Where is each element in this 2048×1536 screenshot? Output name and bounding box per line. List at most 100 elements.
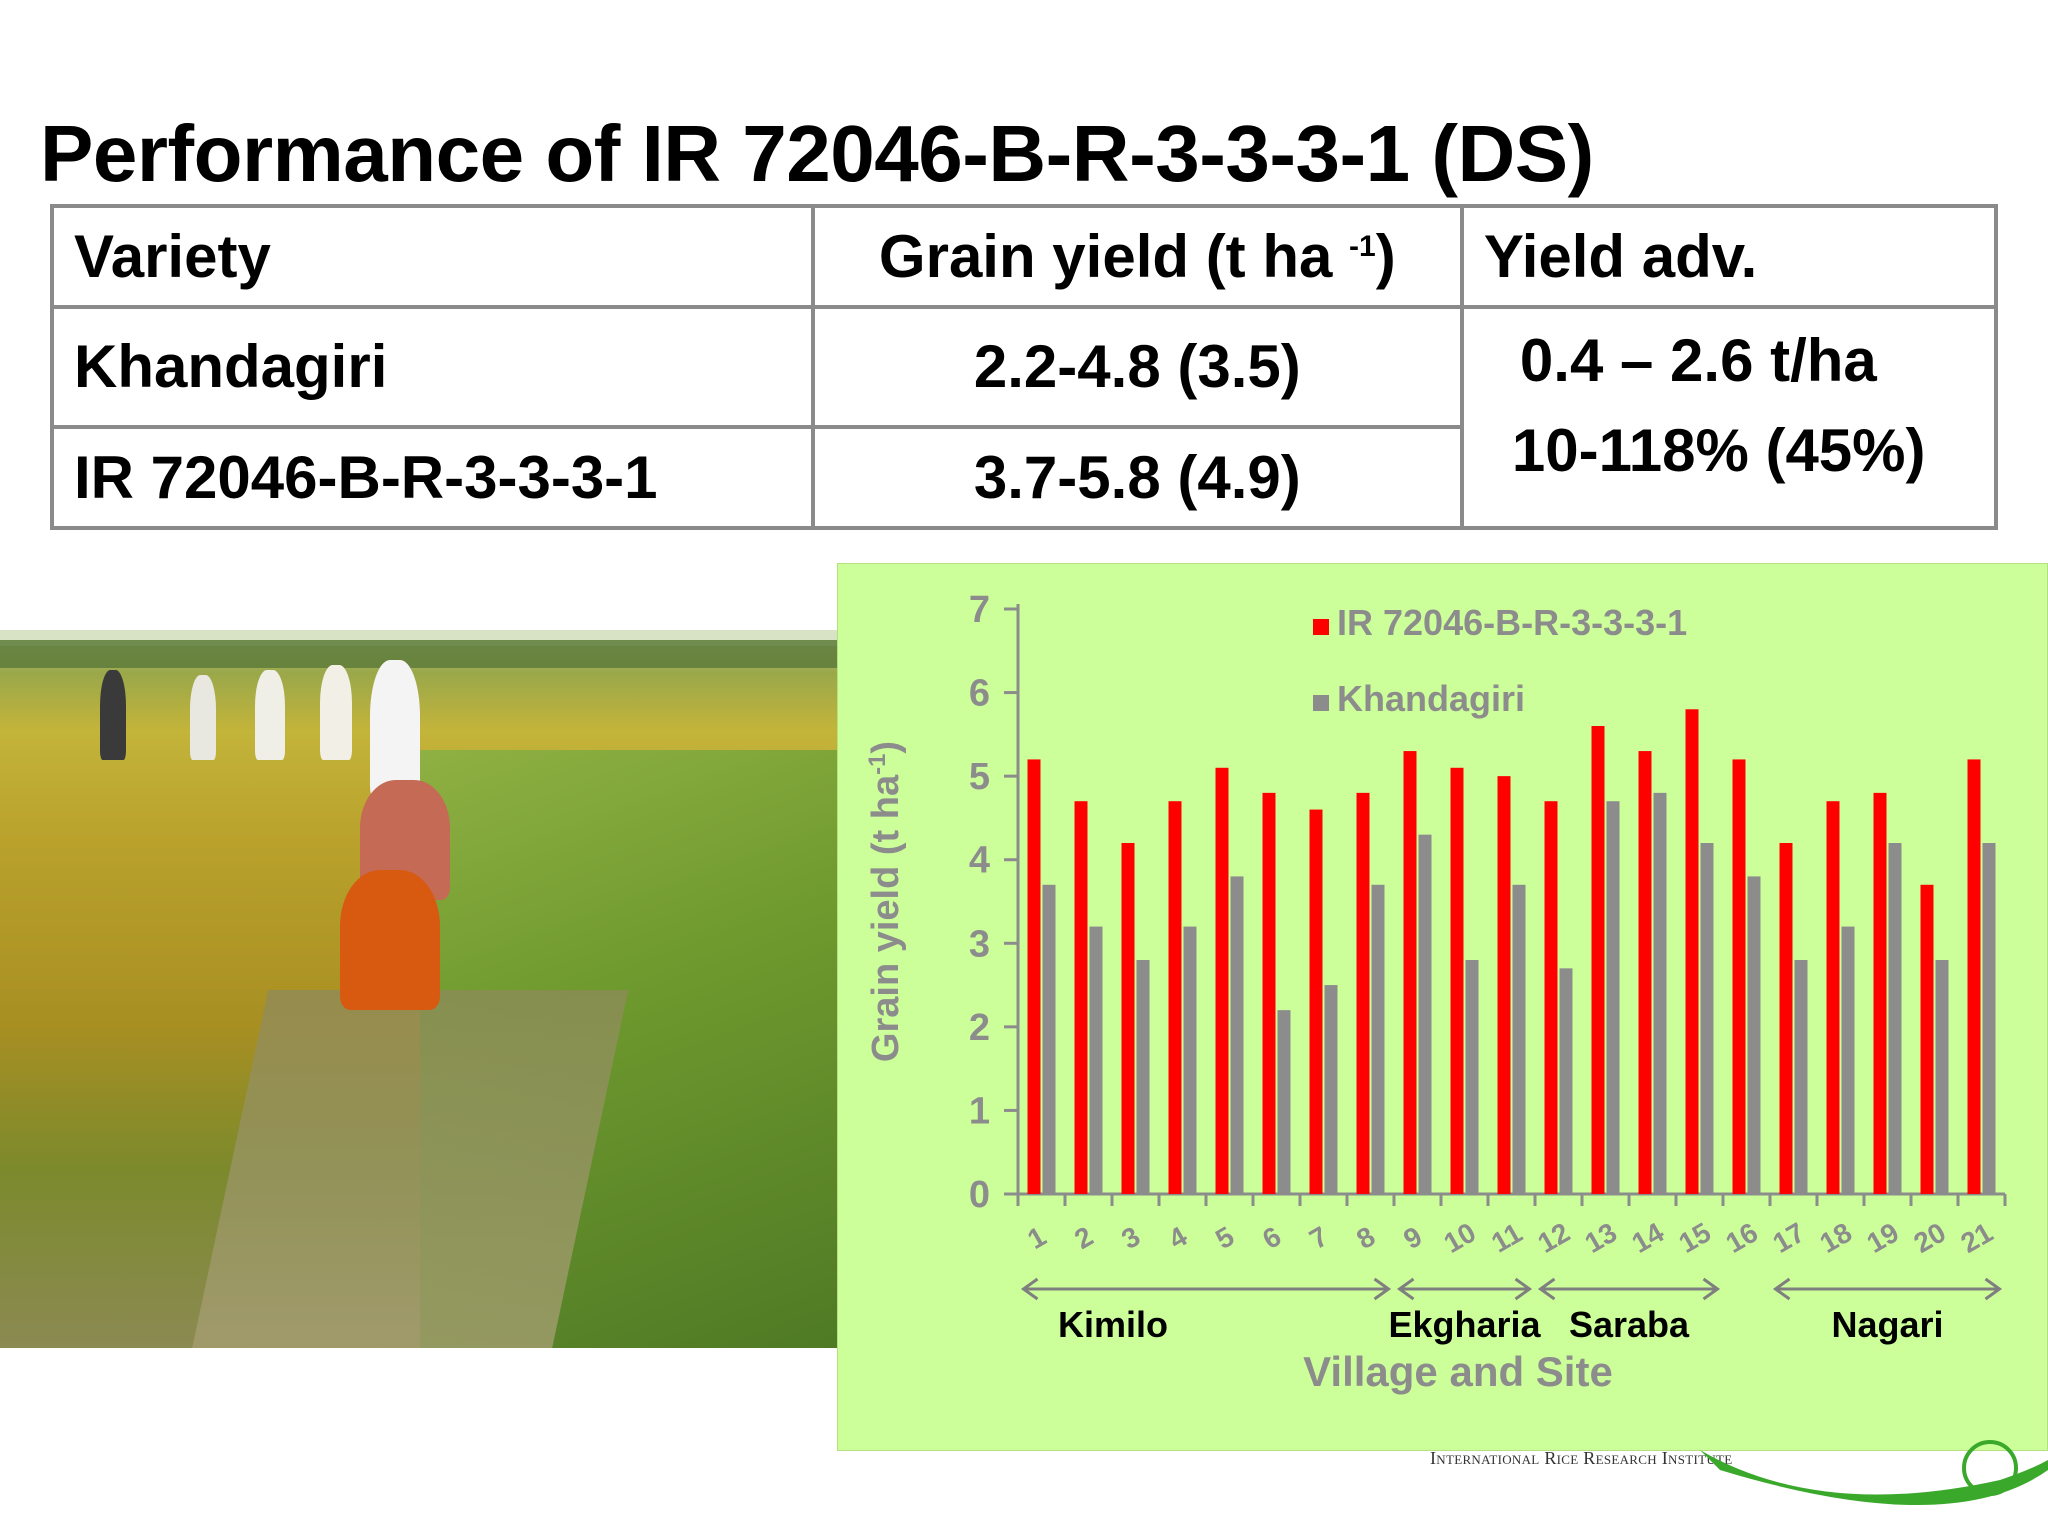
bar-ir72046	[1121, 843, 1135, 1194]
bar-khandagiri	[1324, 985, 1338, 1194]
bar-ir72046	[1168, 801, 1182, 1194]
x-tick-label: 12	[1533, 1217, 1575, 1259]
bar-khandagiri	[1371, 884, 1385, 1194]
group-arrow-right-head	[1514, 1277, 1533, 1301]
y-tick-label: 7	[969, 589, 990, 631]
header-grain-yield: Grain yield (t ha -1)	[810, 203, 1464, 310]
group-label: Kimilo	[1058, 1304, 1168, 1345]
header-grain-yield-sup: -1	[1349, 230, 1376, 264]
x-tick-label: 19	[1862, 1217, 1904, 1259]
photo-field-path	[191, 990, 629, 1348]
bar-khandagiri	[1653, 792, 1667, 1194]
x-axis-label: Village and Site	[1303, 1348, 1613, 1395]
x-tick-label: 17	[1768, 1217, 1810, 1259]
bar-ir72046	[1262, 792, 1276, 1194]
x-tick-label: 6	[1257, 1220, 1286, 1255]
y-axis-label: Grain yield (t ha-1)	[864, 741, 908, 1062]
x-tick-label: 14	[1627, 1216, 1670, 1259]
header-variety: Variety	[50, 203, 815, 310]
performance-table: Variety Grain yield (t ha -1) Yield adv.…	[50, 203, 1999, 531]
bar-khandagiri	[1935, 960, 1949, 1194]
x-tick-label: 9	[1398, 1220, 1427, 1255]
y-tick-label: 6	[969, 673, 990, 715]
bar-khandagiri	[1230, 876, 1244, 1194]
grain-yield-chart: 0 1 2 3 4 5 6 7 1 2 3 4 5 6 7 8 9 10 11 12 13 14 15 16 17 18 19 20 2…	[837, 563, 2048, 1451]
x-tick-label: 1	[1022, 1220, 1051, 1255]
x-tick-label: 20	[1909, 1217, 1951, 1259]
x-tick-label: 11	[1486, 1217, 1527, 1259]
y-axis-label-close: )	[865, 741, 907, 754]
group-label: Ekgharia	[1388, 1304, 1541, 1345]
bar-ir72046	[1732, 759, 1746, 1194]
bar-khandagiri	[1747, 876, 1761, 1194]
group-label: Nagari	[1831, 1304, 1943, 1345]
y-axis-label-text: Grain yield (t ha	[865, 774, 907, 1062]
x-tick-label: 13	[1580, 1217, 1622, 1259]
yield-adv-percent: 10-118% (45%)	[1511, 417, 1926, 485]
x-tick-label: 16	[1721, 1217, 1763, 1259]
photo-treeline	[0, 640, 837, 668]
group-arrow-left-head	[1772, 1277, 1791, 1301]
y-tick-label: 3	[969, 923, 990, 965]
legend-swatch	[1313, 619, 1329, 635]
header-grain-yield-text: Grain yield (t ha	[878, 223, 1350, 291]
x-tick-label: 15	[1674, 1217, 1716, 1259]
photo-person	[100, 670, 126, 760]
photo-person	[190, 675, 216, 760]
bar-khandagiri	[1606, 801, 1620, 1194]
group-arrow-right-head	[1702, 1277, 1721, 1301]
bar-ir72046	[1920, 884, 1934, 1194]
photo-person	[255, 670, 285, 760]
bar-khandagiri	[1136, 960, 1150, 1194]
bar-khandagiri	[1465, 960, 1479, 1194]
photo-person	[320, 665, 352, 760]
bar-ir72046	[1685, 709, 1699, 1194]
photo-person	[370, 660, 420, 800]
group-arrow-right-head	[1984, 1277, 2003, 1301]
bar-khandagiri	[1089, 926, 1103, 1194]
bar-ir72046	[1591, 726, 1605, 1194]
x-tick-label: 4	[1163, 1220, 1192, 1255]
row-variety: IR 72046-B-R-3-3-3-1	[50, 424, 815, 531]
header-yield-adv: Yield adv.	[1459, 203, 1999, 310]
y-axis-label-sup: -1	[864, 754, 891, 775]
bar-ir72046	[1215, 767, 1229, 1194]
bar-khandagiri	[1700, 843, 1714, 1194]
page-title: Performance of IR 72046-B-R-3-3-3-1 (DS)	[40, 109, 1594, 198]
group-arrow-right-head	[1373, 1277, 1392, 1301]
x-tick-label: 2	[1069, 1220, 1098, 1255]
group-arrow-left-head	[1020, 1277, 1039, 1301]
field-photo	[0, 630, 837, 1348]
photo-person	[340, 870, 440, 1010]
bar-ir72046	[1826, 801, 1840, 1194]
table-header-row: Variety Grain yield (t ha -1) Yield adv.	[50, 203, 1999, 310]
bar-khandagiri	[1559, 968, 1573, 1194]
bar-khandagiri	[1841, 926, 1855, 1194]
row-grain-yield: 3.7-5.8 (4.9)	[810, 424, 1464, 531]
y-tick-label: 2	[969, 1007, 990, 1049]
bar-khandagiri	[1982, 843, 1996, 1194]
row-variety: Khandagiri	[50, 305, 815, 429]
x-tick-label: 7	[1304, 1220, 1333, 1255]
bar-ir72046	[1873, 792, 1887, 1194]
bar-khandagiri	[1512, 884, 1526, 1194]
bar-khandagiri	[1888, 843, 1902, 1194]
bar-ir72046	[1638, 751, 1652, 1194]
bar-khandagiri	[1183, 926, 1197, 1194]
bar-ir72046	[1779, 843, 1793, 1194]
table-row: IR 72046-B-R-3-3-3-1 3.7-5.8 (4.9)	[50, 424, 1996, 531]
legend-label: Khandagiri	[1337, 678, 1525, 719]
bar-ir72046	[1074, 801, 1088, 1194]
x-tick-label: 3	[1116, 1220, 1145, 1255]
group-label: Saraba	[1569, 1304, 1690, 1345]
header-grain-yield-close: )	[1375, 223, 1396, 291]
bar-khandagiri	[1794, 960, 1808, 1194]
bar-ir72046	[1544, 801, 1558, 1194]
row-grain-yield: 2.2-4.8 (3.5)	[810, 305, 1464, 429]
x-tick-label: 21	[1956, 1217, 1998, 1259]
y-tick-label: 1	[969, 1090, 990, 1132]
y-tick-label: 0	[969, 1174, 990, 1216]
bar-khandagiri	[1042, 884, 1056, 1194]
y-tick-label: 5	[969, 756, 990, 798]
